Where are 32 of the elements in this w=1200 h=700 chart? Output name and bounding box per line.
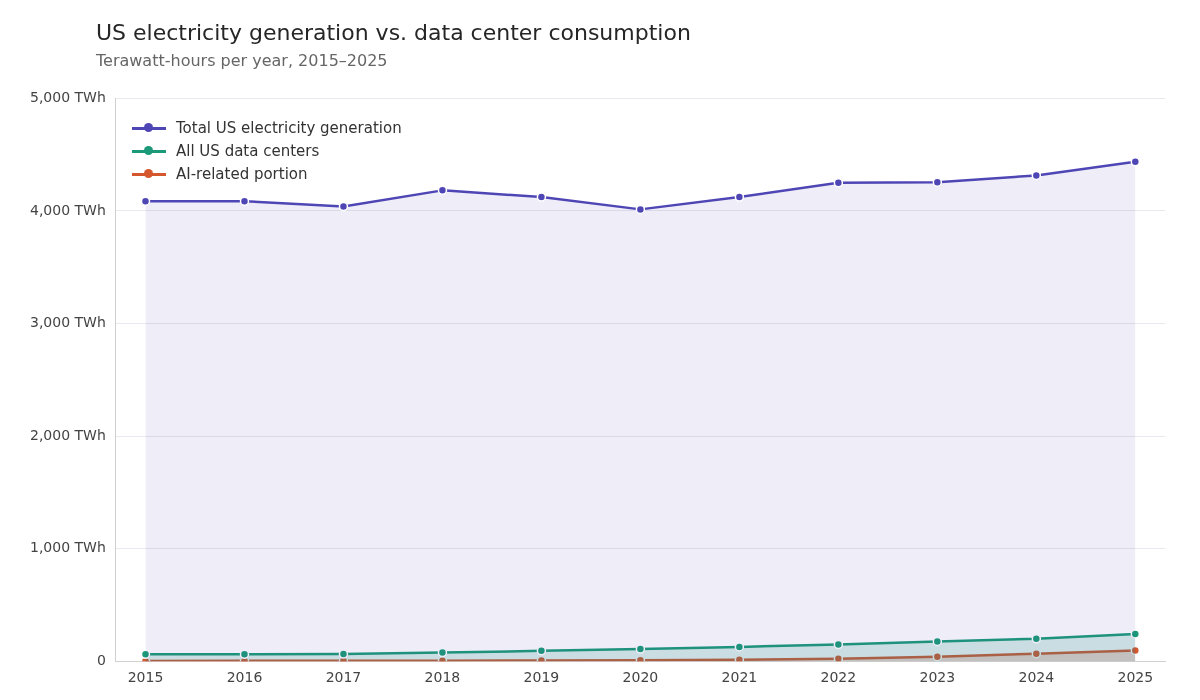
point	[833, 654, 844, 662]
y-tick-label: 1,000 TWh	[30, 539, 106, 556]
point	[635, 644, 646, 654]
chart-title: US electricity generation vs. data center consumption	[96, 20, 691, 45]
x-tick-label: 2023	[919, 669, 956, 686]
legend-label: All US data centers	[176, 141, 320, 160]
legend-label: Total US electricity generation	[176, 118, 402, 137]
point	[833, 178, 844, 188]
x-tick-label: 2021	[721, 669, 758, 686]
x-tick-label: 2025	[1117, 669, 1154, 686]
point	[734, 192, 745, 202]
x-tick-label: 2020	[622, 669, 659, 686]
y-tick-label: 5,000 TWh	[30, 89, 106, 106]
x-tick-label: 2019	[523, 669, 560, 686]
x-tick-label: 2022	[820, 669, 857, 686]
point	[338, 649, 349, 659]
chart-subtitle: Terawatt-hours per year, 2015–2025	[96, 51, 388, 70]
legend-label: AI-related portion	[176, 164, 308, 183]
x-tick-label: 2024	[1018, 669, 1055, 686]
point	[536, 192, 547, 202]
point	[734, 642, 745, 652]
y-tick-label: 3,000 TWh	[30, 314, 106, 331]
y-tick-label: 4,000 TWh	[30, 201, 106, 218]
point	[536, 646, 547, 656]
y-tick-label: 2,000 TWh	[30, 426, 106, 443]
x-tick-label: 2015	[127, 669, 164, 686]
x-tick-label: 2016	[226, 669, 263, 686]
point	[1031, 634, 1042, 644]
x-tick-label: 2017	[325, 669, 362, 686]
point	[1130, 629, 1141, 639]
y-tick-label: 0	[96, 651, 106, 668]
x-tick-label: 2018	[424, 669, 461, 686]
